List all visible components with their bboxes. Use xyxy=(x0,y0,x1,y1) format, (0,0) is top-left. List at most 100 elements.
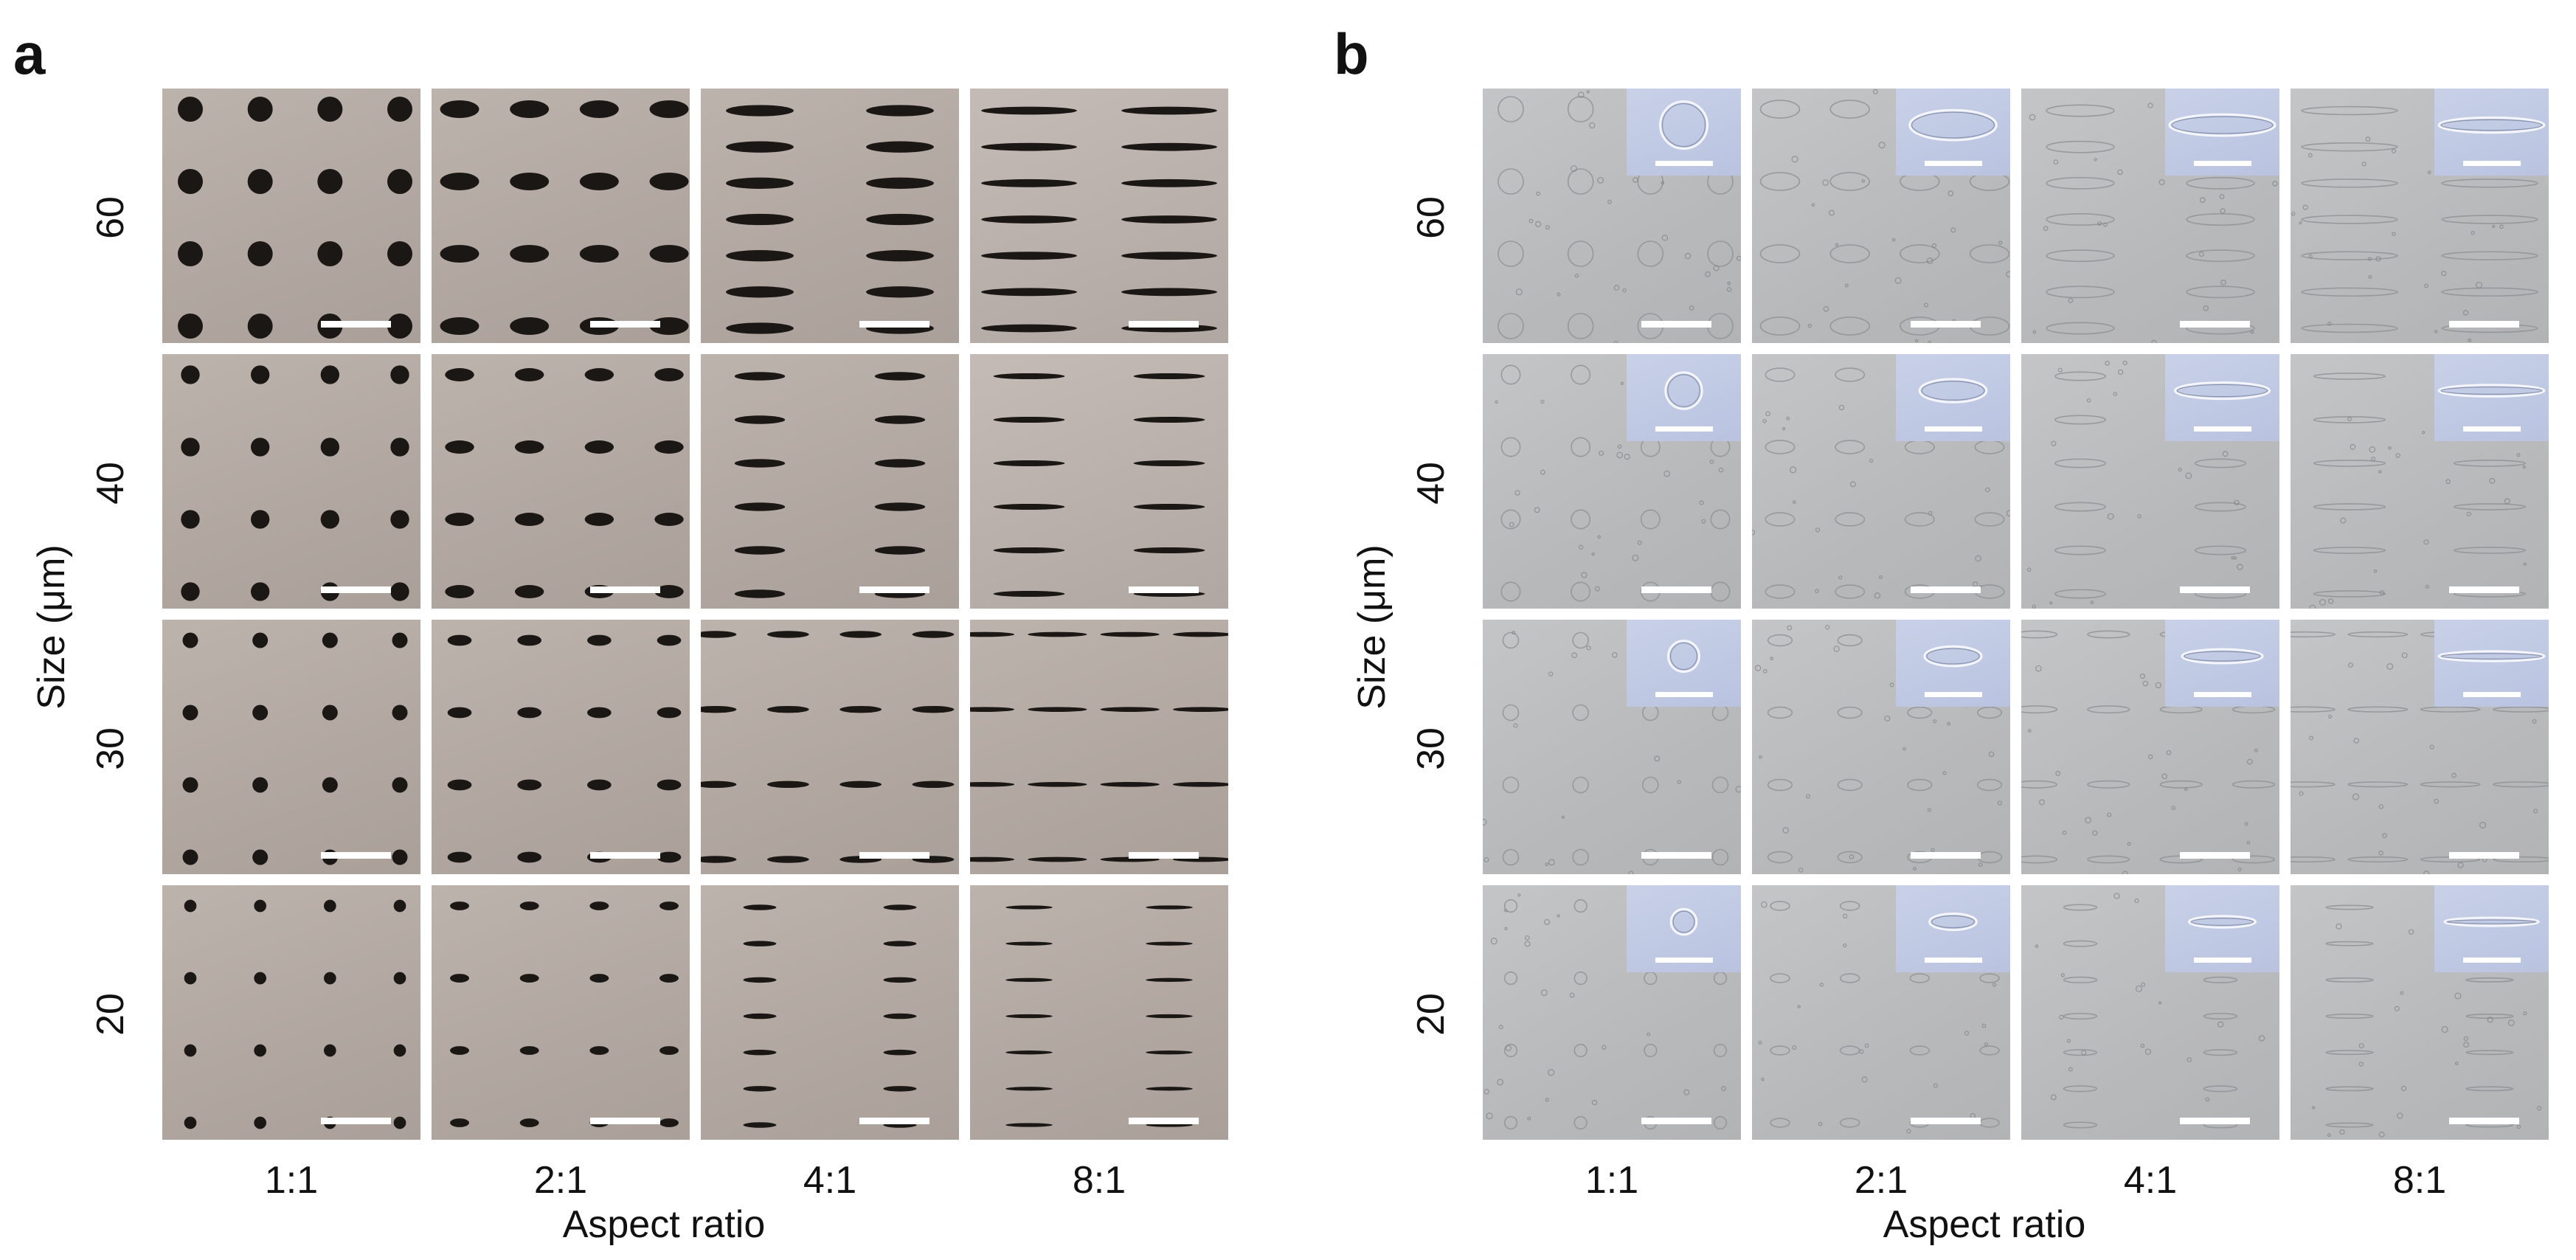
debris-speck xyxy=(1483,818,1487,825)
feature-ellipse xyxy=(1770,1045,1790,1056)
inset-scale-bar xyxy=(1655,426,1713,432)
debris-speck xyxy=(2395,453,2400,458)
feature-ellipse xyxy=(182,849,198,865)
debris-speck xyxy=(2421,431,2426,435)
feature-ellipse xyxy=(392,705,408,721)
debris-speck xyxy=(1754,665,1762,671)
feature-ellipse xyxy=(579,172,619,191)
debris-speck xyxy=(1923,302,1929,308)
debris-speck xyxy=(2053,159,2059,165)
debris-speck xyxy=(2090,600,2094,604)
feature-ellipse xyxy=(1710,509,1731,530)
debris-speck xyxy=(1545,1098,1549,1102)
scale-bar xyxy=(859,852,929,859)
feature-ellipse xyxy=(1765,440,1796,454)
feature-ellipse xyxy=(2420,706,2481,713)
feature-ellipse xyxy=(2054,458,2107,468)
debris-speck xyxy=(2312,1106,2316,1110)
debris-speck xyxy=(2122,360,2127,366)
debris-speck xyxy=(2319,599,2327,606)
feature-ellipse xyxy=(1976,851,2003,864)
debris-speck xyxy=(1545,225,1550,230)
debris-speck xyxy=(1891,238,1896,242)
feature-ellipse xyxy=(701,780,737,789)
feature-ellipse xyxy=(1146,1014,1193,1019)
feature-ellipse xyxy=(866,105,934,117)
debris-speck xyxy=(2328,714,2333,719)
inset-feature-edge xyxy=(2171,116,2274,134)
feature-ellipse xyxy=(1642,776,1659,794)
debris-speck xyxy=(1998,240,2003,245)
scale-bar xyxy=(1129,852,1199,859)
feature-ellipse xyxy=(1146,977,1193,982)
debris-speck xyxy=(1561,815,1565,819)
inset-feature-edge xyxy=(1926,648,1980,665)
feature-ellipse xyxy=(1837,778,1863,792)
feature-ellipse xyxy=(1572,631,1589,649)
feature-ellipse xyxy=(1637,240,1664,267)
feature-ellipse xyxy=(322,777,338,793)
debris-speck xyxy=(1721,1086,1726,1091)
debris-speck xyxy=(2492,224,2496,229)
feature-ellipse xyxy=(440,316,479,336)
feature-array xyxy=(2291,105,2543,342)
feature-ellipse xyxy=(1573,1043,1588,1058)
debris-speck xyxy=(1540,399,1545,404)
debris-speck xyxy=(1902,747,1906,751)
feature-ellipse xyxy=(874,372,926,381)
inset-feature xyxy=(1669,907,1698,936)
inset-feature-edge xyxy=(2440,119,2543,131)
feature-ellipse xyxy=(2441,179,2538,188)
scale-bar xyxy=(321,1118,391,1124)
feature-ellipse xyxy=(1498,313,1524,339)
feature-ellipse xyxy=(766,856,809,863)
feature-ellipse xyxy=(981,106,1077,115)
debris-speck xyxy=(2097,221,2102,226)
debris-speck xyxy=(1612,652,1618,658)
feature-ellipse xyxy=(701,705,737,713)
debris-speck xyxy=(1933,1083,1938,1088)
debris-speck xyxy=(2327,1133,2331,1138)
feature-ellipse xyxy=(743,1013,777,1020)
debris-speck xyxy=(1613,341,1618,343)
feature-ellipse xyxy=(178,169,203,194)
scale-bar xyxy=(859,586,929,593)
feature-ellipse xyxy=(247,314,273,339)
debris-speck xyxy=(2220,280,2226,285)
debris-speck xyxy=(1581,572,1588,578)
feature-ellipse xyxy=(866,286,934,298)
row-label-20: 20 xyxy=(89,993,132,1036)
debris-speck xyxy=(2533,809,2538,814)
feature-ellipse xyxy=(584,368,614,381)
debris-speck xyxy=(2307,153,2313,158)
debris-speck xyxy=(2408,929,2414,935)
debris-speck xyxy=(2158,1001,2162,1005)
scale-bar xyxy=(1641,852,1711,859)
debris-speck xyxy=(1591,1099,1598,1106)
feature-ellipse xyxy=(649,244,689,263)
debris-speck xyxy=(2027,729,2032,733)
debris-speck xyxy=(2107,513,2114,520)
debris-speck xyxy=(1807,323,1812,328)
feature-ellipse xyxy=(1100,707,1160,713)
zoom-inset xyxy=(1896,885,2010,972)
feature-ellipse xyxy=(981,179,1077,187)
scale-bar xyxy=(2449,852,2519,859)
feature-ellipse xyxy=(251,510,270,529)
feature-ellipse xyxy=(182,632,198,648)
feature-ellipse xyxy=(912,631,955,638)
feature-ellipse xyxy=(393,1044,406,1057)
feature-ellipse xyxy=(589,1046,609,1055)
feature-ellipse xyxy=(2054,589,2107,599)
debris-speck xyxy=(1726,287,1732,292)
inset-scale-bar xyxy=(1924,161,1982,166)
debris-speck xyxy=(1765,411,1770,417)
debris-speck xyxy=(2222,451,2229,457)
zoom-inset xyxy=(1627,89,1741,176)
debris-speck xyxy=(1632,177,1638,183)
feature-ellipse xyxy=(390,582,409,601)
debris-speck xyxy=(2246,840,2251,845)
feature-ellipse xyxy=(2493,706,2549,713)
image-tile xyxy=(2021,620,2279,874)
image-tile xyxy=(701,89,959,343)
